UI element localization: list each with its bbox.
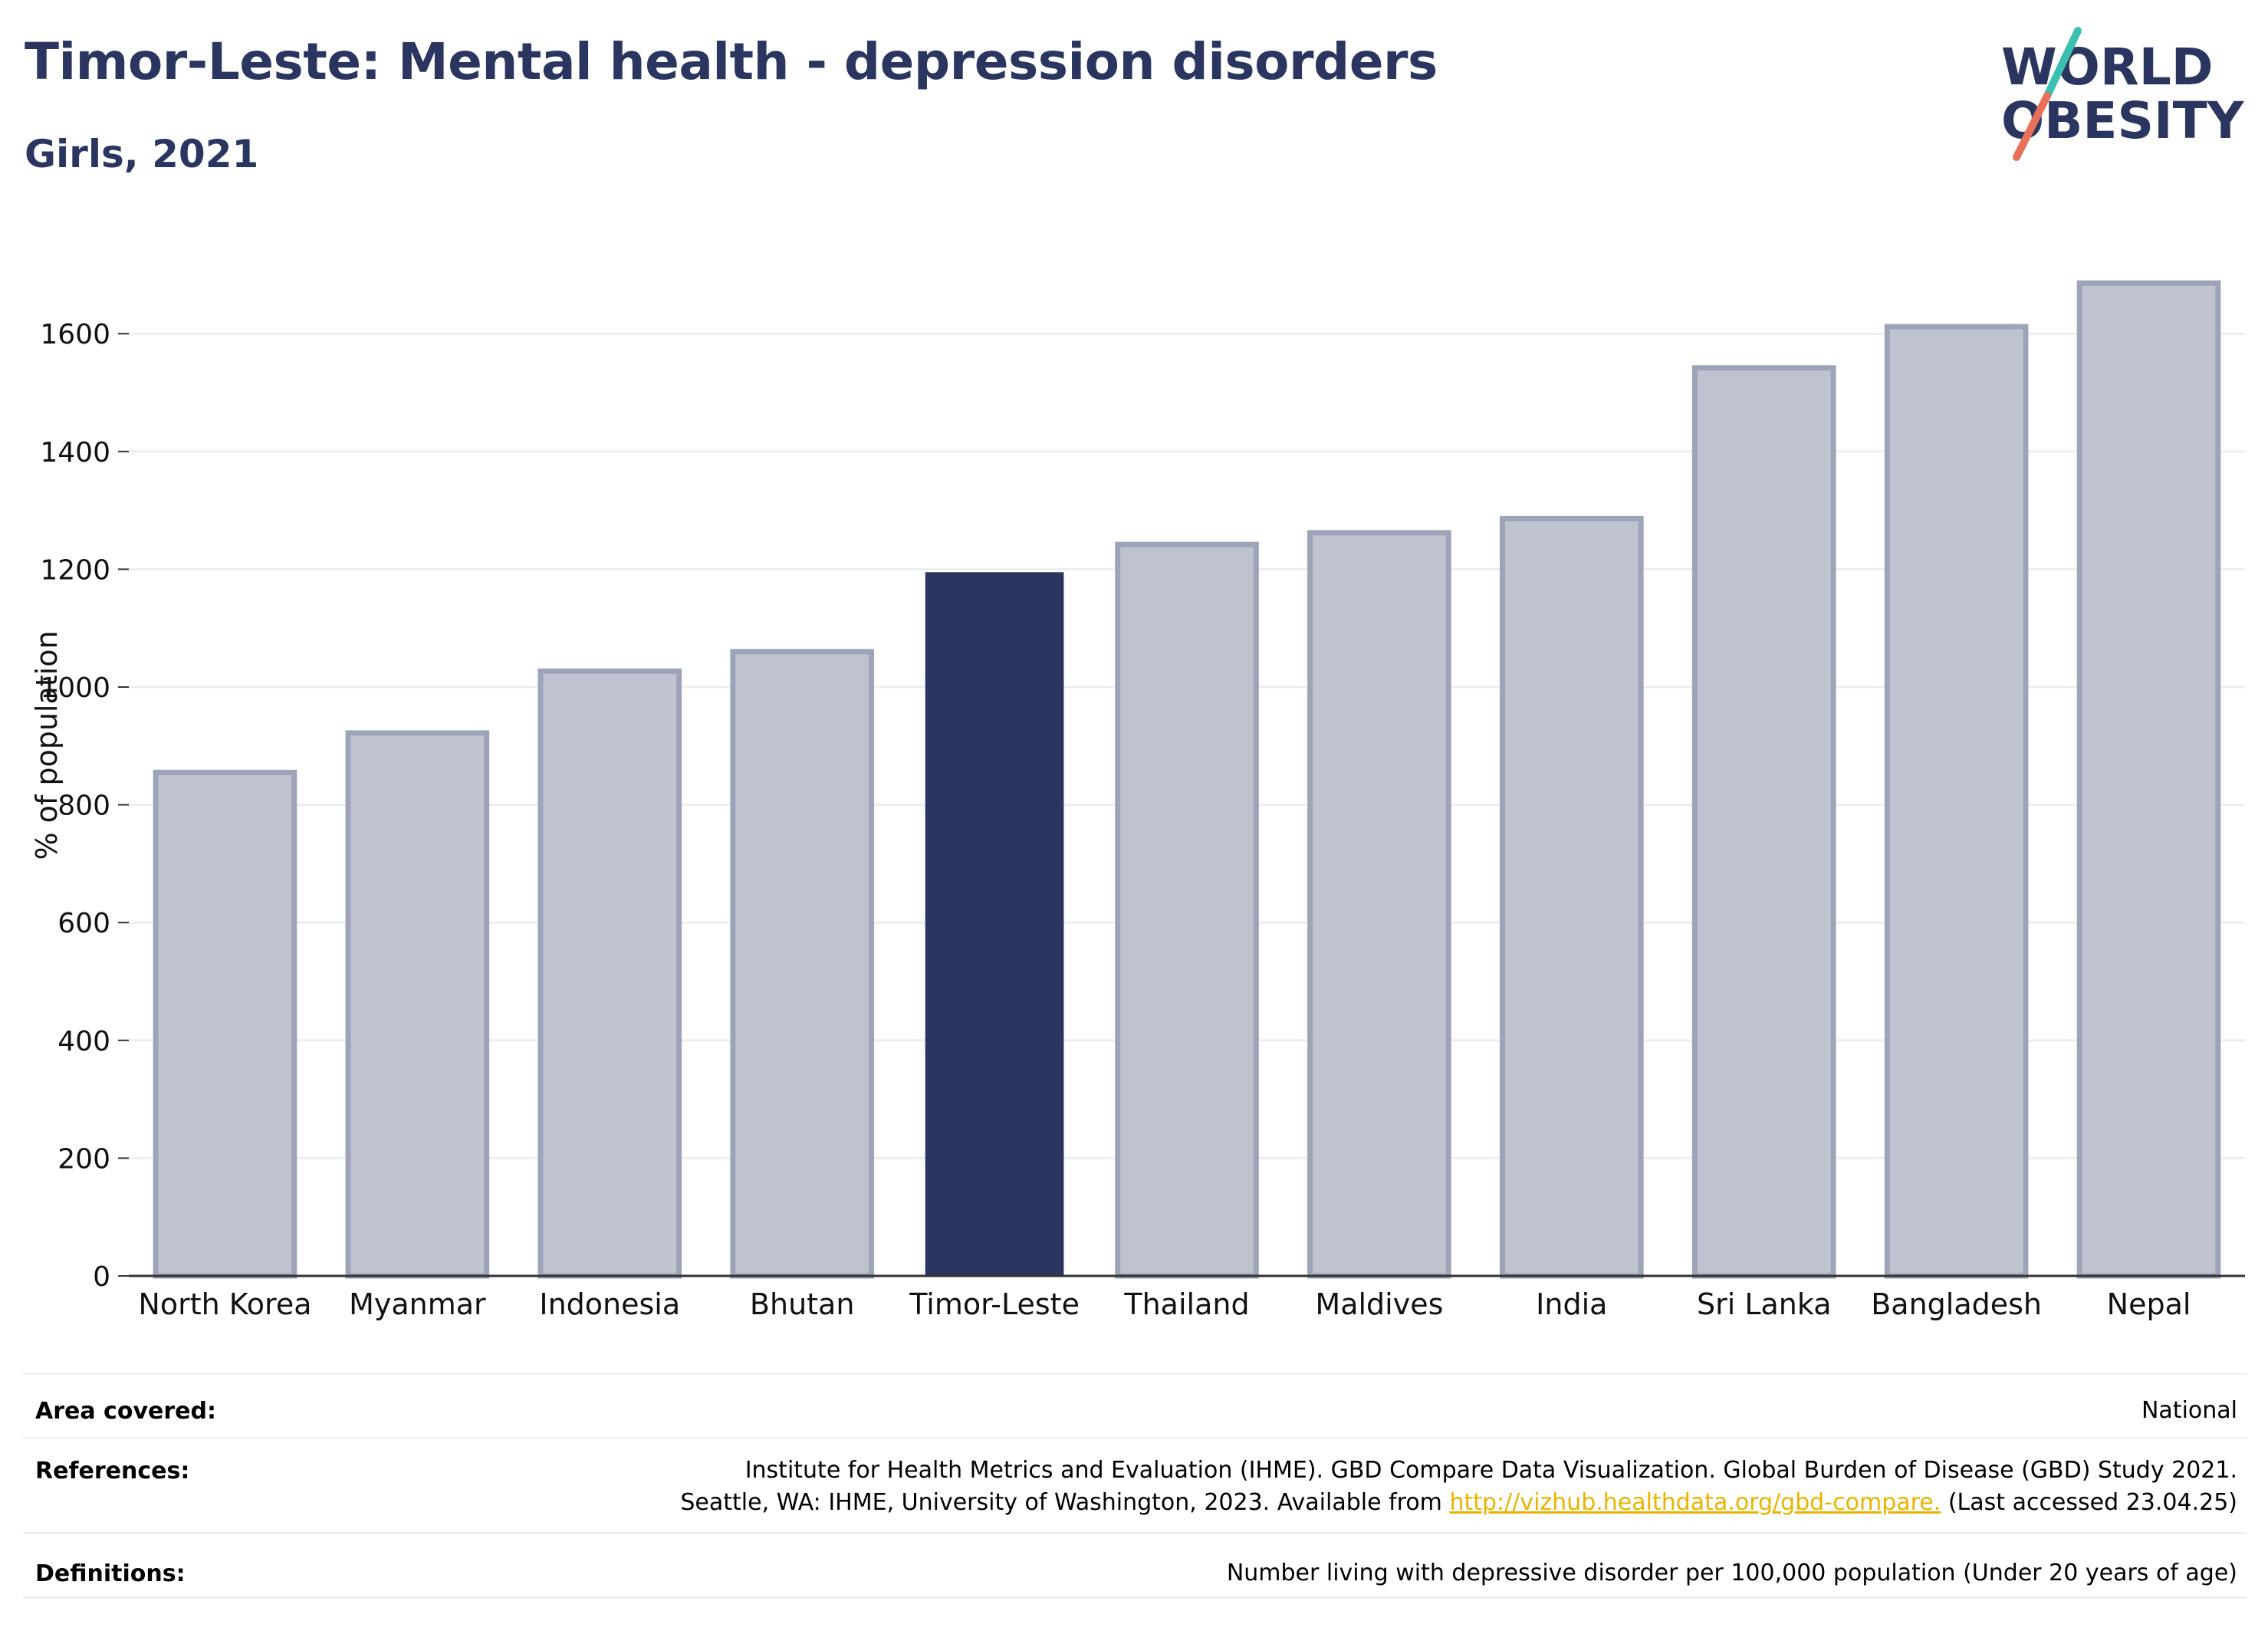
references-line2-post: (Last accessed 23.04.25) xyxy=(1941,1489,2237,1516)
y-tick-label: 1600 xyxy=(40,319,110,350)
bar-india[interactable] xyxy=(1499,515,1644,1279)
definitions-label: Definitions: xyxy=(35,1560,186,1587)
info-row-references: References: Institute for Health Metrics… xyxy=(23,1437,2247,1533)
page-subtitle: Girls, 2021 xyxy=(25,132,259,176)
area-label: Area covered: xyxy=(35,1398,216,1425)
bar-bhutan[interactable] xyxy=(730,649,875,1279)
area-value: National xyxy=(2141,1397,2237,1424)
references-line1: Institute for Health Metrics and Evaluat… xyxy=(744,1457,2237,1484)
y-axis-label: % of population xyxy=(30,630,64,860)
info-row-definitions: Definitions: Number living with depressi… xyxy=(23,1532,2247,1597)
logo-slash-bottom-icon xyxy=(2013,92,2051,161)
info-row-area: Area covered: National xyxy=(23,1373,2247,1438)
world-obesity-logo: WORLD OBESITY xyxy=(2001,27,2245,161)
y-tick-label: 1400 xyxy=(40,437,110,469)
y-tick-label: 1000 xyxy=(40,672,110,704)
bar-indonesia[interactable] xyxy=(537,668,682,1279)
bar-chart: 0 200 400 600 800 1000 1200 1400 1600 North Korea… xyxy=(30,280,2245,1321)
y-tick-label: 1200 xyxy=(40,554,110,586)
info-row-end xyxy=(23,1596,2247,1599)
axes: 0 200 400 600 800 1000 1200 1400 1600 North Korea… xyxy=(40,319,2245,1321)
y-tick-label: 600 xyxy=(58,908,110,939)
x-tick-label: Bangladesh xyxy=(1871,1287,2042,1321)
x-tick-label: Sri Lanka xyxy=(1697,1287,1832,1321)
page-title: Timor-Leste: Mental health - depression … xyxy=(25,32,1438,91)
x-tick-label: Indonesia xyxy=(539,1287,680,1321)
y-tick-label: 200 xyxy=(58,1143,110,1175)
x-tick-label: Timor-Leste xyxy=(909,1287,1080,1321)
bar-north-korea[interactable] xyxy=(153,769,297,1279)
references-line2-pre: Seattle, WA: IHME, University of Washing… xyxy=(680,1489,1450,1516)
logo-slash-top-icon xyxy=(2043,27,2082,100)
definitions-value: Number living with depressive disorder p… xyxy=(1226,1560,2237,1586)
y-tick-label: 0 xyxy=(93,1261,110,1293)
x-tick-label: Bhutan xyxy=(750,1287,855,1321)
bar-maldives[interactable] xyxy=(1307,530,1451,1279)
x-tick-label: Maldives xyxy=(1315,1287,1443,1321)
bar-bangladesh[interactable] xyxy=(1884,324,2029,1279)
x-tick-label: North Korea xyxy=(138,1287,311,1321)
bar-timor-leste[interactable] xyxy=(925,572,1064,1276)
x-tick-label: Thailand xyxy=(1123,1287,1249,1321)
bar-nepal[interactable] xyxy=(2076,280,2221,1279)
x-tick-label: Myanmar xyxy=(349,1287,486,1321)
y-tick-label: 800 xyxy=(58,791,110,822)
references-link[interactable]: http://vizhub.healthdata.org/gbd-compare… xyxy=(1449,1489,1941,1516)
bar-thailand[interactable] xyxy=(1115,541,1259,1279)
references-line2: Seattle, WA: IHME, University of Washing… xyxy=(680,1487,2237,1519)
y-tick-label: 400 xyxy=(58,1026,110,1057)
bar-sri-lanka[interactable] xyxy=(1691,365,1836,1279)
logo-line1: WORLD xyxy=(2001,38,2214,97)
x-tick-label: Nepal xyxy=(2107,1287,2191,1321)
x-tick-label: India xyxy=(1536,1287,1607,1321)
references-label: References: xyxy=(35,1458,190,1484)
references-value: Institute for Health Metrics and Evaluat… xyxy=(680,1455,2237,1519)
bar-myanmar[interactable] xyxy=(345,730,490,1279)
bars xyxy=(153,280,2221,1279)
